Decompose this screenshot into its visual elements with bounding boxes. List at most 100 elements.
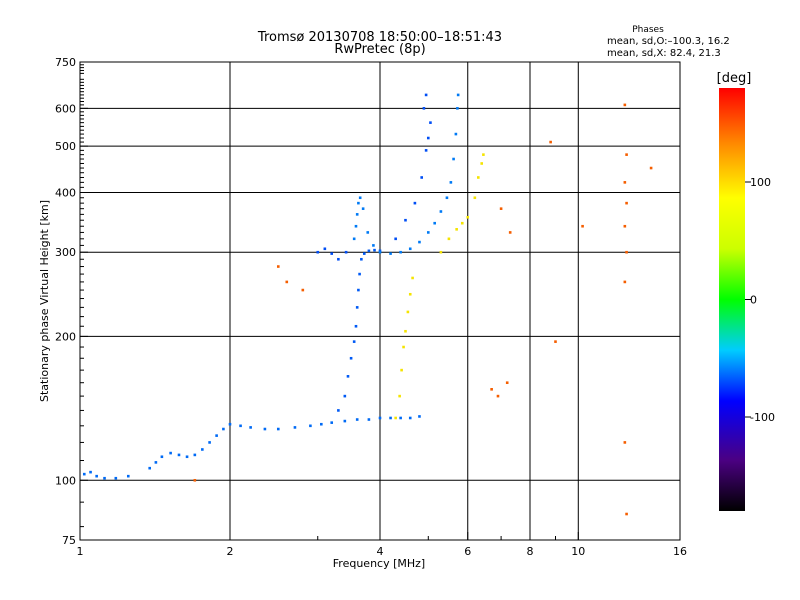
- x-tick-label: 1: [77, 545, 84, 558]
- y-tick-label: 500: [55, 140, 76, 153]
- data-point: [433, 221, 436, 225]
- data-point: [201, 448, 204, 451]
- data-point: [367, 418, 371, 421]
- data-point: [228, 422, 232, 426]
- data-point: [625, 512, 628, 516]
- grid-lines: [80, 62, 680, 540]
- data-point: [154, 461, 158, 464]
- data-point: [337, 257, 340, 261]
- data-point: [625, 153, 628, 156]
- x-axis: 1 2 4 6 8 10 16: [77, 532, 687, 558]
- y-axis-label: Stationary phase Virtual Height [km]: [38, 200, 51, 402]
- data-point: [454, 132, 458, 136]
- x-axis-label: Frequency [MHz]: [333, 557, 425, 570]
- data-point: [424, 93, 428, 97]
- y-tick-label: 100: [55, 474, 76, 487]
- data-point: [349, 356, 353, 360]
- data-point: [625, 201, 628, 205]
- data-point: [623, 280, 627, 284]
- data-point: [424, 149, 428, 152]
- y-tick-label: 750: [55, 56, 76, 69]
- data-point: [398, 394, 401, 398]
- data-point: [330, 421, 334, 424]
- data-point: [95, 474, 98, 478]
- data-point: [320, 422, 323, 426]
- data-point: [378, 416, 382, 420]
- data-point: [285, 280, 289, 284]
- data-point: [352, 340, 356, 343]
- data-point: [316, 250, 320, 254]
- data-point: [490, 388, 493, 391]
- data-point: [355, 306, 359, 309]
- colorbar-ticks: 100 0 -100: [745, 176, 775, 424]
- data-point: [439, 250, 443, 254]
- data-point: [355, 418, 359, 421]
- data-point: [358, 196, 362, 200]
- data-point: [126, 474, 130, 478]
- data-point: [445, 196, 449, 200]
- colorbar-tick-label: 0: [750, 294, 757, 307]
- data-point: [169, 451, 172, 455]
- data-point: [480, 162, 484, 165]
- data-point: [215, 434, 218, 437]
- data-point: [554, 340, 557, 343]
- y-tick-label: 75: [62, 534, 76, 547]
- data-point: [449, 181, 453, 184]
- data-point: [346, 375, 350, 378]
- data-point: [422, 107, 426, 110]
- data-point: [473, 196, 477, 200]
- data-point: [452, 157, 455, 161]
- data-point: [418, 415, 421, 418]
- x-tick-label: 4: [377, 545, 384, 558]
- data-point: [177, 453, 181, 457]
- data-point: [404, 218, 407, 222]
- data-point: [358, 272, 361, 276]
- data-point: [148, 466, 152, 470]
- data-point: [418, 240, 421, 244]
- data-point: [193, 453, 197, 457]
- legend-line-o: mean, sd,O:–100.3, 16.2: [607, 36, 730, 47]
- data-points: [82, 93, 653, 516]
- data-point: [360, 257, 363, 261]
- data-point: [456, 93, 460, 97]
- data-point: [447, 237, 451, 241]
- data-point: [361, 207, 365, 210]
- x-tick-label: 10: [571, 545, 585, 558]
- data-point: [649, 166, 653, 170]
- data-point: [505, 381, 509, 385]
- data-point: [185, 455, 189, 459]
- data-point: [222, 427, 225, 431]
- data-point: [389, 252, 392, 255]
- data-point: [625, 250, 628, 254]
- data-point: [378, 250, 382, 254]
- colorbar-tick-label: 100: [750, 176, 771, 189]
- data-point: [508, 231, 512, 234]
- data-point: [354, 324, 358, 328]
- data-point: [404, 329, 407, 333]
- data-point: [460, 221, 464, 225]
- data-point: [549, 140, 552, 144]
- data-point: [343, 394, 347, 398]
- data-point: [429, 121, 432, 124]
- x-tick-label: 8: [527, 545, 534, 558]
- colorbar: [719, 88, 745, 511]
- data-point: [366, 231, 370, 234]
- legend-line-x: mean, sd,X: 82.4, 21.3: [607, 48, 721, 59]
- data-point: [208, 441, 211, 444]
- data-point: [406, 310, 410, 314]
- y-axis: 75 100 200 300 400 500 600 750: [55, 56, 88, 547]
- data-point: [439, 210, 443, 213]
- x-tick-label: 2: [227, 545, 234, 558]
- x-tick-label: 6: [464, 545, 471, 558]
- data-point: [239, 424, 242, 428]
- data-point: [372, 244, 375, 247]
- data-point: [394, 237, 397, 241]
- data-point: [408, 416, 412, 420]
- data-point: [400, 368, 403, 372]
- data-point: [623, 103, 627, 107]
- y-tick-label: 600: [55, 102, 76, 115]
- data-point: [455, 228, 458, 231]
- data-point: [411, 276, 414, 280]
- data-point: [276, 265, 280, 268]
